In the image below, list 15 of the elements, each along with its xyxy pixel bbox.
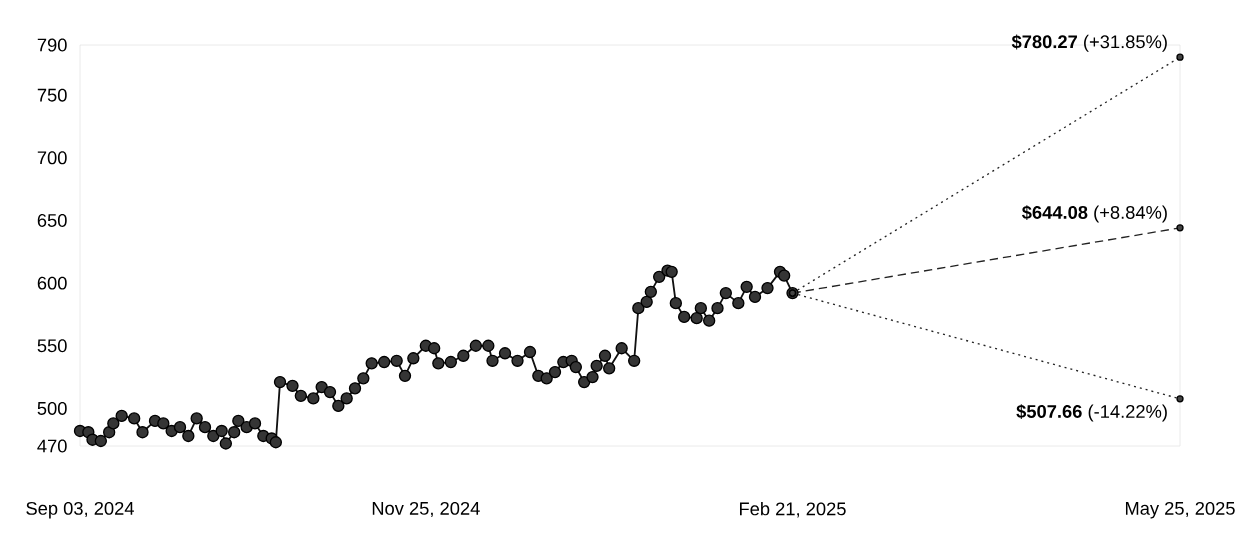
y-tick-label: 600 (37, 276, 67, 290)
x-tick-label: Sep 03, 2024 (26, 501, 134, 519)
y-tick-label: 500 (37, 401, 67, 415)
data-label: $507.66 (-14.22%) (1016, 404, 1167, 422)
data-label: $644.08 (+8.84%) (1021, 205, 1167, 223)
y-tick-label: 470 (37, 439, 67, 453)
y-tick-label: 650 (37, 213, 67, 227)
y-tick-label: 550 (37, 339, 67, 353)
y-tick-label: 700 (37, 151, 67, 165)
x-tick-label: May 25, 2025 (1125, 501, 1235, 519)
data-label: $780.27 (+31.85%) (1011, 34, 1167, 52)
x-tick-label: Nov 25, 2024 (372, 501, 480, 518)
y-tick-label: 790 (37, 38, 67, 52)
y-tick-label: 750 (37, 88, 67, 102)
x-tick-label: Feb 21, 2025 (740, 501, 846, 518)
